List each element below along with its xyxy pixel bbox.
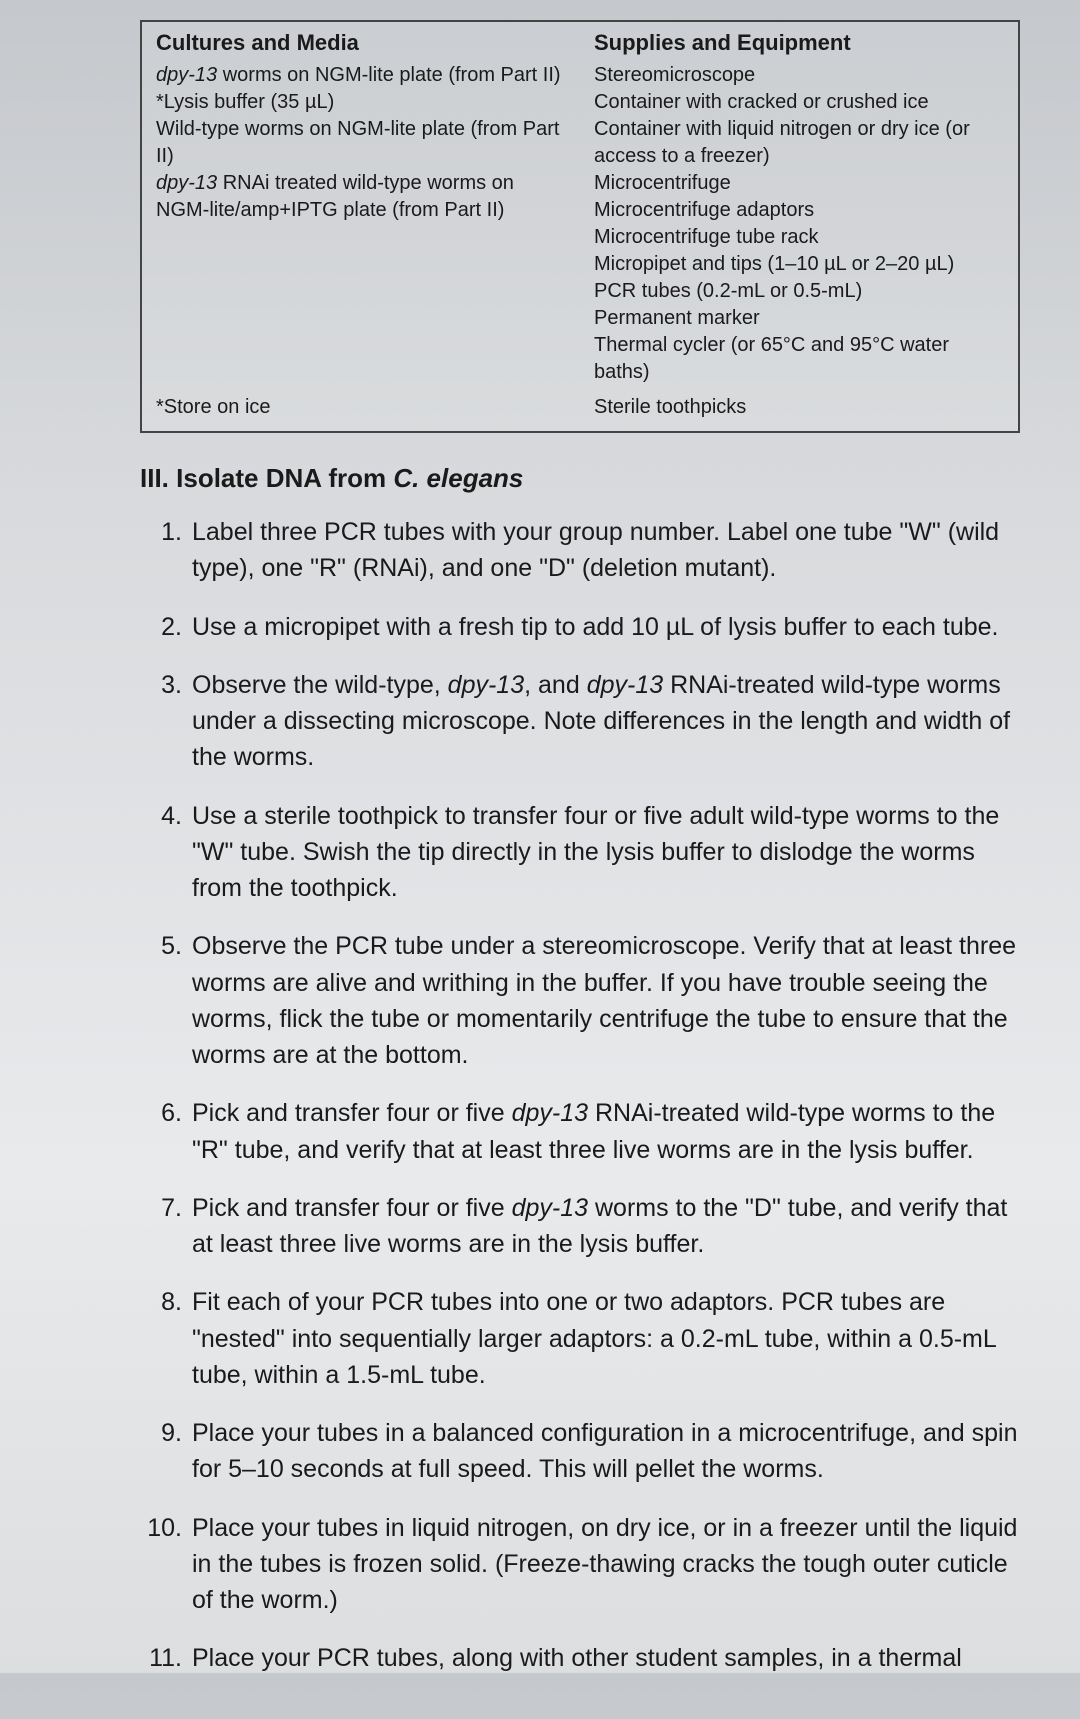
supplies-item: Container with cracked or crushed ice bbox=[594, 89, 1004, 116]
materials-table: Cultures and Media Supplies and Equipmen… bbox=[140, 20, 1020, 433]
supplies-item: Stereomicroscope bbox=[594, 62, 1004, 89]
section-title-italic: C. elegans bbox=[393, 463, 523, 493]
step-number: 11. bbox=[140, 1640, 192, 1676]
step-item: 6. Pick and transfer four or five dpy-13… bbox=[140, 1095, 1020, 1168]
cultures-item: dpy-13 RNAi treated wild-type worms on N… bbox=[156, 170, 566, 224]
step-text: Pick and transfer four or five dpy-13 RN… bbox=[192, 1095, 1020, 1168]
step-number: 8. bbox=[140, 1284, 192, 1393]
step-item: 7. Pick and transfer four or five dpy-13… bbox=[140, 1190, 1020, 1263]
section-title-prefix: Isolate DNA from bbox=[176, 463, 393, 493]
supplies-item: Container with liquid nitrogen or dry ic… bbox=[594, 116, 1004, 170]
step-item: 9. Place your tubes in a balanced config… bbox=[140, 1415, 1020, 1488]
step-text: Place your tubes in a balanced configura… bbox=[192, 1415, 1020, 1488]
supplies-item: Microcentrifuge tube rack bbox=[594, 224, 1004, 251]
cultures-item: *Lysis buffer (35 µL) bbox=[156, 89, 566, 116]
section-heading: III. Isolate DNA from C. elegans bbox=[140, 463, 1020, 494]
supplies-item: PCR tubes (0.2-mL or 0.5-mL) bbox=[594, 278, 1004, 305]
step-number: 10. bbox=[140, 1510, 192, 1619]
supplies-item: Microcentrifuge adaptors bbox=[594, 197, 1004, 224]
step-item: 1. Label three PCR tubes with your group… bbox=[140, 514, 1020, 587]
steps-list: 1. Label three PCR tubes with your group… bbox=[140, 514, 1020, 1677]
step-number: 3. bbox=[140, 667, 192, 776]
step-item: 4. Use a sterile toothpick to transfer f… bbox=[140, 798, 1020, 907]
step-number: 6. bbox=[140, 1095, 192, 1168]
supplies-item: Microcentrifuge bbox=[594, 170, 1004, 197]
step-item: 8. Fit each of your PCR tubes into one o… bbox=[140, 1284, 1020, 1393]
step-number: 9. bbox=[140, 1415, 192, 1488]
page-content: Cultures and Media Supplies and Equipmen… bbox=[0, 0, 1080, 1719]
step-text: Use a micropipet with a fresh tip to add… bbox=[192, 609, 1020, 645]
step-text: Fit each of your PCR tubes into one or t… bbox=[192, 1284, 1020, 1393]
step-number: 2. bbox=[140, 609, 192, 645]
step-text: Place your tubes in liquid nitrogen, on … bbox=[192, 1510, 1020, 1619]
supplies-item-last: Sterile toothpicks bbox=[580, 388, 1018, 431]
step-number: 4. bbox=[140, 798, 192, 907]
step-number: 1. bbox=[140, 514, 192, 587]
supplies-item: Micropipet and tips (1–10 µL or 2–20 µL) bbox=[594, 251, 1004, 278]
step-text: Pick and transfer four or five dpy-13 wo… bbox=[192, 1190, 1020, 1263]
step-text: Label three PCR tubes with your group nu… bbox=[192, 514, 1020, 587]
step-number: 7. bbox=[140, 1190, 192, 1263]
supplies-item: Permanent marker bbox=[594, 305, 1004, 332]
table-footnote: *Store on ice bbox=[142, 388, 580, 431]
supplies-item: Thermal cycler (or 65°C and 95°C water b… bbox=[594, 332, 1004, 386]
step-number: 5. bbox=[140, 928, 192, 1073]
step-item: 11. Place your PCR tubes, along with oth… bbox=[140, 1640, 1020, 1676]
supplies-header: Supplies and Equipment bbox=[580, 22, 1018, 60]
supplies-cell: Stereomicroscope Container with cracked … bbox=[580, 60, 1018, 388]
step-item: 3. Observe the wild-type, dpy-13, and dp… bbox=[140, 667, 1020, 776]
step-item: 10. Place your tubes in liquid nitrogen,… bbox=[140, 1510, 1020, 1619]
cultures-header: Cultures and Media bbox=[142, 22, 580, 60]
step-item: 5. Observe the PCR tube under a stereomi… bbox=[140, 928, 1020, 1073]
cultures-item: dpy-13 worms on NGM-lite plate (from Par… bbox=[156, 62, 566, 89]
step-text: Observe the PCR tube under a stereomicro… bbox=[192, 928, 1020, 1073]
cultures-item: Wild-type worms on NGM-lite plate (from … bbox=[156, 116, 566, 170]
section-number: III. bbox=[140, 463, 169, 493]
step-text: Use a sterile toothpick to transfer four… bbox=[192, 798, 1020, 907]
step-text: Place your PCR tubes, along with other s… bbox=[192, 1640, 1020, 1676]
step-text: Observe the wild-type, dpy-13, and dpy-1… bbox=[192, 667, 1020, 776]
cultures-cell: dpy-13 worms on NGM-lite plate (from Par… bbox=[142, 60, 580, 388]
step-item: 2. Use a micropipet with a fresh tip to … bbox=[140, 609, 1020, 645]
